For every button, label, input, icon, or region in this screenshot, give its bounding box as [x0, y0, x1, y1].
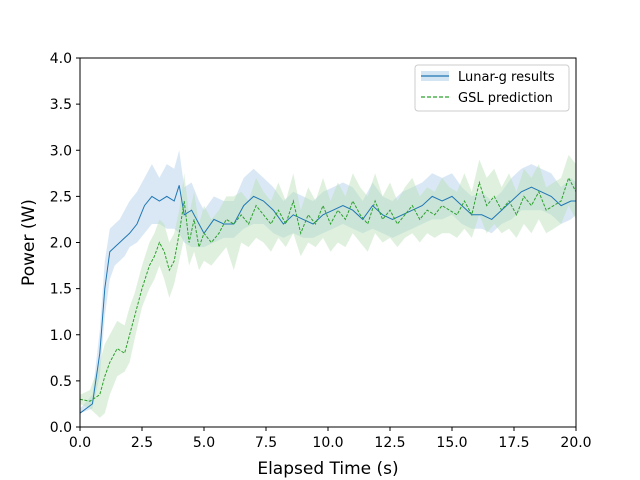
y-axis-title: Power (W) [19, 199, 39, 286]
legend: Lunar-g results GSL prediction [414, 64, 570, 112]
confidence-band-gsl [80, 154, 576, 418]
y-axis-ticks: 0.0 0.5 1.0 1.5 2.0 2.5 3.0 3.5 4.0 [50, 51, 80, 436]
x-tick-label: 15.0 [436, 435, 467, 451]
series-line-lunar-g [79, 185, 576, 414]
y-tick-label: 1.5 [50, 282, 72, 298]
y-tick-label: 0.0 [50, 420, 72, 436]
confidence-bands [80, 150, 576, 418]
y-tick-label: 3.5 [50, 97, 72, 113]
x-tick-label: 10.0 [312, 435, 343, 451]
y-tick-label: 0.5 [50, 374, 72, 390]
x-axis-ticks: 0.0 2.5 5.0 7.5 10.0 12.5 15.0 17.5 20.0 [69, 427, 592, 451]
x-tick-label: 5.0 [193, 435, 215, 451]
y-tick-label: 4.0 [50, 51, 72, 67]
x-tick-label: 12.5 [374, 435, 405, 451]
x-tick-label: 20.0 [560, 435, 591, 451]
x-tick-label: 17.5 [498, 435, 529, 451]
legend-item-lunar-g: Lunar-g results [421, 70, 555, 85]
series-lines [79, 176, 577, 414]
x-tick-label: 0.0 [69, 435, 91, 451]
legend-item-gsl: GSL prediction [421, 91, 553, 106]
y-tick-label: 1.0 [50, 328, 72, 344]
y-tick-label: 2.0 [50, 236, 72, 252]
y-tick-label: 3.0 [50, 143, 72, 159]
legend-box [414, 64, 570, 112]
y-tick-label: 2.5 [50, 189, 72, 205]
legend-label-gsl: GSL prediction [458, 91, 553, 106]
x-axis-title: Elapsed Time (s) [257, 459, 398, 479]
confidence-band-lunar-g [80, 150, 576, 414]
x-tick-label: 2.5 [131, 435, 153, 451]
series-line-gsl [79, 176, 577, 402]
legend-label-lunar-g: Lunar-g results [458, 70, 555, 85]
x-tick-label: 7.5 [255, 435, 277, 451]
